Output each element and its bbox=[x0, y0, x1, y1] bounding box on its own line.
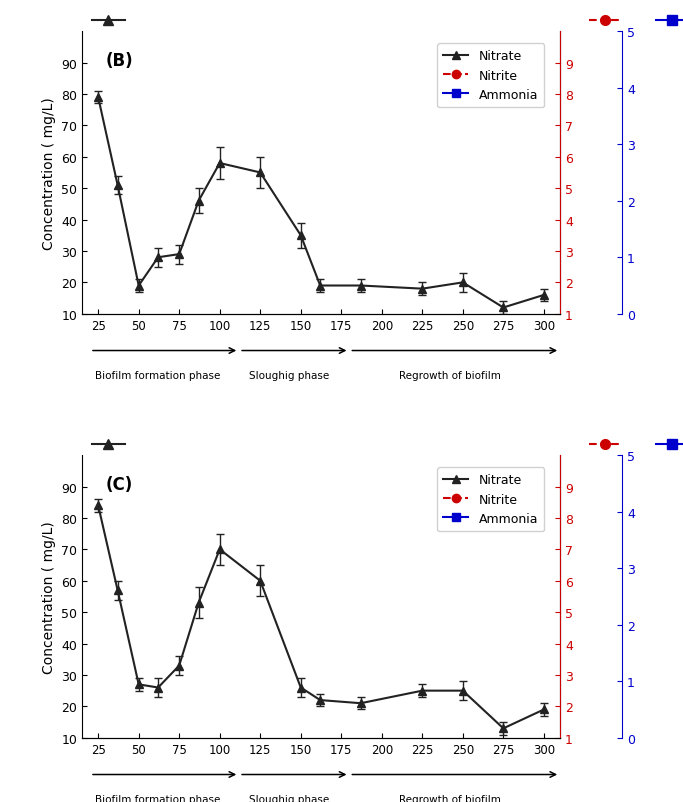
Text: Sloughig phase: Sloughig phase bbox=[249, 371, 329, 381]
Y-axis label: Concentration ( mg/L): Concentration ( mg/L) bbox=[42, 520, 55, 673]
Text: Biofilm formation phase: Biofilm formation phase bbox=[96, 794, 221, 802]
Text: (C): (C) bbox=[106, 476, 133, 493]
Text: Sloughig phase: Sloughig phase bbox=[249, 794, 329, 802]
Legend: Nitrate, Nitrite, Ammonia: Nitrate, Nitrite, Ammonia bbox=[437, 468, 544, 532]
Y-axis label: Concentration ( mg/L): Concentration ( mg/L) bbox=[42, 97, 55, 249]
Text: Regrowth of biofilm: Regrowth of biofilm bbox=[399, 794, 501, 802]
Legend: Nitrate, Nitrite, Ammonia: Nitrate, Nitrite, Ammonia bbox=[437, 44, 544, 108]
Text: Regrowth of biofilm: Regrowth of biofilm bbox=[399, 371, 501, 381]
Text: Biofilm formation phase: Biofilm formation phase bbox=[96, 371, 221, 381]
Text: (B): (B) bbox=[106, 52, 133, 70]
